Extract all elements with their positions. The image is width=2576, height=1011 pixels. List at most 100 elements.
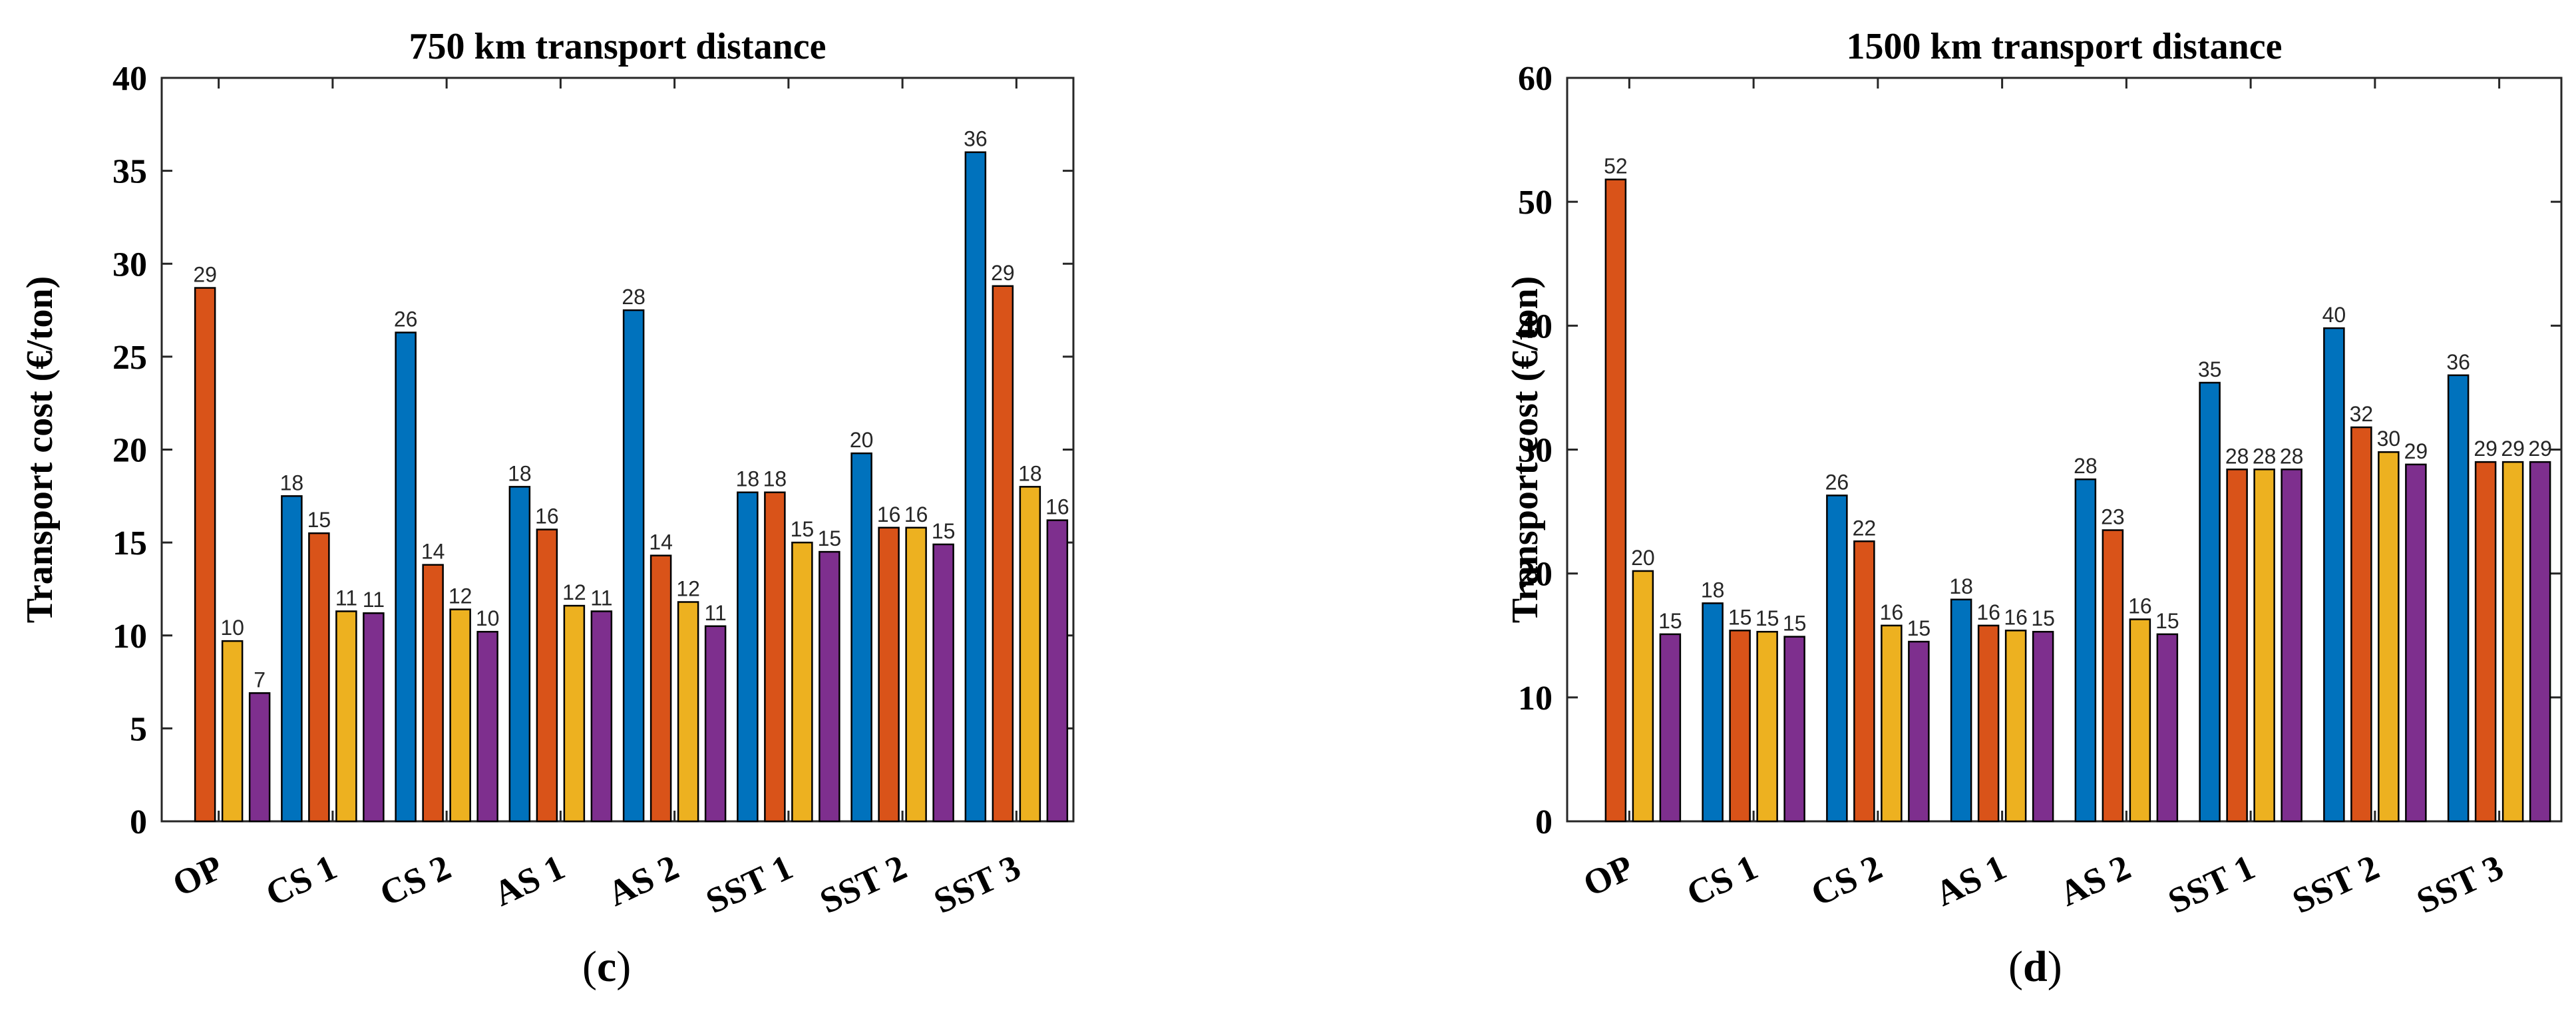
chart-title: 750 km transport distance	[409, 26, 827, 67]
x-tick-label: SST 2	[814, 847, 912, 921]
bar	[1977, 624, 2000, 823]
bar	[2074, 478, 2097, 823]
bar	[2253, 469, 2275, 823]
x-tick-label: CS 2	[1805, 847, 1888, 914]
data-label: 15	[932, 519, 956, 543]
bar	[395, 331, 417, 823]
x-tick-label: SST 1	[700, 847, 799, 921]
bar	[2199, 381, 2221, 823]
x-tick-label: CS 1	[1681, 847, 1764, 914]
bar	[2529, 461, 2551, 823]
bar	[819, 550, 840, 823]
data-label: 18	[736, 467, 760, 491]
y-tick-label: 10	[112, 618, 147, 656]
data-label: 14	[421, 540, 445, 564]
data-label: 10	[220, 616, 244, 640]
bar	[1908, 640, 1930, 823]
bar	[536, 528, 558, 823]
data-label: 29	[193, 263, 217, 287]
bar	[2156, 633, 2179, 823]
data-label: 15	[1728, 605, 1752, 629]
bar	[590, 610, 613, 823]
data-label: 22	[1853, 516, 1877, 540]
data-label: 29	[2528, 437, 2552, 461]
data-label: 18	[508, 461, 532, 485]
bar	[2281, 469, 2302, 823]
data-label: 16	[904, 503, 928, 526]
bar	[449, 608, 471, 823]
bar	[563, 604, 586, 823]
y-tick-label: 0	[1535, 803, 1553, 841]
caption-d-letter: d	[2022, 942, 2048, 991]
bar	[1729, 630, 1751, 823]
bar	[1826, 495, 1848, 823]
x-tick-label: AS 2	[602, 847, 685, 914]
bar	[508, 486, 531, 823]
bar	[194, 287, 216, 823]
data-label: 15	[2031, 606, 2055, 630]
bar	[905, 526, 927, 823]
data-label: 20	[850, 428, 874, 452]
bar	[2004, 630, 2027, 823]
bar	[1046, 519, 1069, 823]
bar	[2501, 461, 2524, 823]
data-label: 15	[1658, 609, 1682, 633]
data-label: 36	[2446, 350, 2470, 374]
data-label: 15	[1755, 606, 1779, 630]
bar	[2447, 374, 2470, 823]
bar	[932, 543, 954, 823]
y-tick-label: 5	[130, 710, 147, 748]
data-label: 11	[590, 586, 612, 610]
y-tick-label: 40	[1518, 307, 1553, 345]
data-label: 15	[791, 517, 815, 541]
bar	[476, 630, 498, 823]
y-tick-label: 50	[1518, 184, 1553, 222]
x-tick-label: CS 2	[374, 847, 457, 914]
y-axis-label: Transport cost (€/ton)	[19, 276, 61, 624]
bar	[308, 532, 330, 823]
bar	[2226, 469, 2248, 823]
data-label: 28	[622, 285, 645, 309]
bar	[1881, 624, 1903, 823]
y-tick-label: 25	[112, 339, 147, 377]
bar	[1853, 540, 1875, 823]
data-label: 15	[1783, 612, 1807, 636]
y-tick-label: 20	[112, 432, 147, 470]
bar	[335, 610, 357, 823]
bar	[1783, 636, 1805, 823]
data-label: 18	[280, 471, 304, 495]
y-tick-label: 60	[1518, 60, 1553, 98]
y-tick-label: 15	[112, 524, 147, 562]
data-label: 29	[2404, 439, 2428, 463]
data-label: 11	[705, 601, 727, 625]
x-tick-label: AS 1	[1929, 847, 2012, 914]
bar	[850, 452, 872, 823]
data-label: 11	[363, 588, 385, 612]
bar	[2474, 461, 2497, 823]
data-label: 29	[991, 261, 1015, 285]
bar	[1702, 602, 1724, 823]
caption-d: (d)	[2008, 942, 2062, 991]
chart-panel-0: 0 5 10 15 20 25 30 35 40 750 km transport distanc…	[19, 26, 1075, 921]
bar	[964, 151, 987, 823]
bar	[363, 612, 385, 823]
bar	[2102, 529, 2124, 823]
x-tick-label: SST 3	[2410, 847, 2509, 921]
data-label: 16	[877, 503, 901, 526]
bar	[878, 526, 900, 823]
bar	[2350, 426, 2372, 823]
bar	[1019, 486, 1041, 823]
data-label: 26	[1825, 470, 1849, 494]
data-label: 52	[1604, 154, 1628, 178]
x-tick-label: OP	[166, 847, 228, 904]
y-axis-label: Transport cost (€/ton)	[1505, 276, 1546, 624]
data-label: 10	[476, 606, 500, 630]
data-label: 7	[254, 668, 266, 692]
data-label: 23	[2101, 505, 2125, 529]
data-label: 29	[2474, 437, 2497, 461]
x-tick-label: CS 1	[260, 847, 343, 914]
bar	[764, 491, 786, 823]
data-label: 16	[1045, 495, 1069, 519]
data-label: 15	[818, 526, 842, 550]
